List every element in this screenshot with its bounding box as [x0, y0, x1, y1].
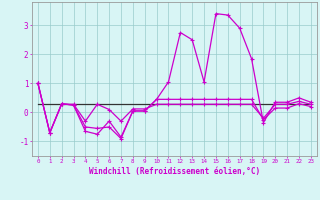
X-axis label: Windchill (Refroidissement éolien,°C): Windchill (Refroidissement éolien,°C): [89, 167, 260, 176]
